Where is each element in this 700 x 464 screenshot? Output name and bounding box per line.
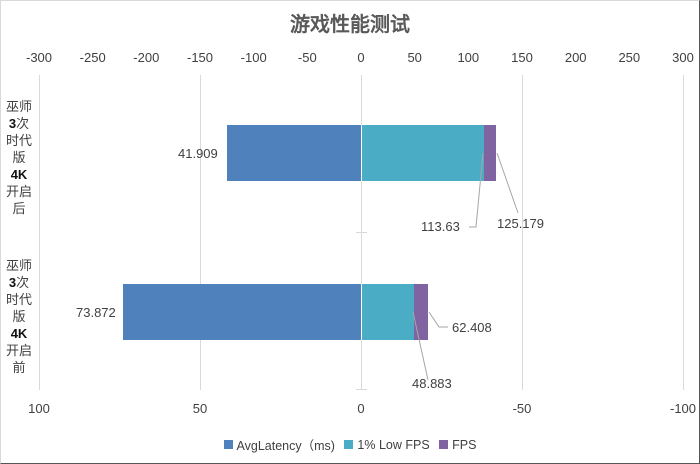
bar-fps-before bbox=[414, 284, 428, 340]
legend-swatch-icon bbox=[223, 440, 233, 449]
category-tick bbox=[356, 389, 367, 390]
gridline bbox=[39, 75, 40, 390]
data-label-1pct-low-after: 113.63 bbox=[421, 219, 460, 234]
data-label-fps-after: 125.179 bbox=[497, 216, 544, 231]
category-label-before: 巫师 3次 时代 版 4K 开启 前 bbox=[5, 258, 32, 375]
category-label-after: 巫师 3次 时代 版 4K 开启 后 bbox=[5, 99, 32, 216]
top-tick: 50 bbox=[407, 50, 422, 65]
top-tick: -250 bbox=[79, 50, 106, 65]
bottom-tick: -100 bbox=[669, 401, 697, 416]
gridline bbox=[200, 75, 201, 390]
bar-separator bbox=[361, 284, 362, 340]
top-tick: 200 bbox=[564, 50, 587, 65]
top-tick: 300 bbox=[672, 50, 694, 65]
top-tick: -200 bbox=[133, 50, 160, 65]
data-label-avglatency-after: 41.909 bbox=[178, 146, 218, 161]
top-tick: -100 bbox=[240, 50, 267, 65]
top-tick: -300 bbox=[25, 50, 53, 65]
bottom-tick: 50 bbox=[192, 401, 208, 416]
bar-fps-after bbox=[484, 125, 496, 181]
bottom-tick: -50 bbox=[512, 401, 532, 416]
bar-1pct-low-fps-before bbox=[362, 284, 414, 340]
chart-title: 游戏性能测试 bbox=[290, 14, 410, 36]
legend-item-1pct-low-fps[interactable]: 1% Low FPS bbox=[344, 438, 430, 452]
bottom-tick: 100 bbox=[28, 401, 50, 416]
chart-legend: AvgLatency（ms) 1% Low FPS FPS bbox=[0, 435, 700, 454]
bar-avglatency-after bbox=[227, 125, 361, 181]
data-label-1pct-low-before: 48.883 bbox=[412, 376, 452, 391]
bar-1pct-low-fps-after bbox=[362, 125, 484, 181]
top-tick: 100 bbox=[457, 50, 480, 65]
bar-separator bbox=[361, 125, 362, 181]
gridline bbox=[683, 75, 684, 390]
top-tick: 150 bbox=[511, 50, 533, 65]
top-tick: 250 bbox=[618, 50, 641, 65]
legend-swatch-icon bbox=[439, 440, 449, 449]
gridline bbox=[522, 75, 523, 390]
legend-item-avglatency[interactable]: AvgLatency（ms) bbox=[223, 435, 335, 454]
category-tick bbox=[356, 232, 367, 233]
data-label-avglatency-before: 73.872 bbox=[76, 305, 116, 320]
data-label-fps-before: 62.408 bbox=[452, 320, 492, 335]
legend-swatch-icon bbox=[344, 440, 354, 449]
top-tick: 0 bbox=[357, 50, 365, 65]
legend-item-fps[interactable]: FPS bbox=[439, 438, 476, 452]
bottom-tick: 0 bbox=[357, 401, 365, 416]
top-tick: -50 bbox=[297, 50, 317, 65]
top-tick: -150 bbox=[186, 50, 214, 65]
bar-avglatency-before bbox=[123, 284, 361, 340]
